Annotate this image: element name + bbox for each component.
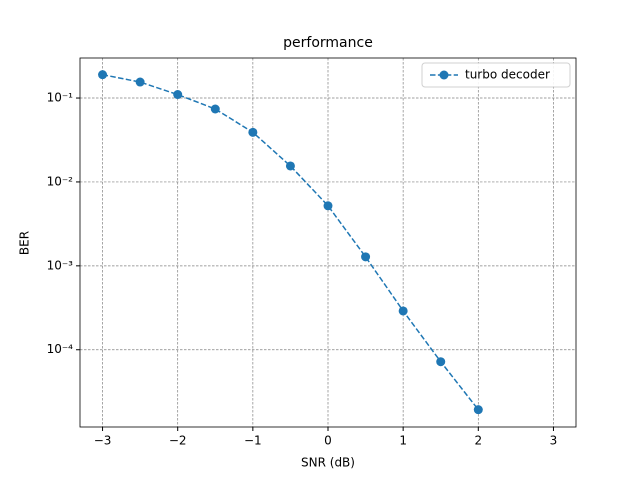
- data-point: [173, 90, 183, 100]
- data-point: [361, 252, 371, 262]
- x-tick-label: 3: [550, 434, 558, 448]
- data-point: [323, 201, 333, 211]
- legend-label: turbo decoder: [465, 68, 550, 82]
- x-tick-label: −3: [94, 434, 112, 448]
- legend-box: [421, 62, 571, 88]
- x-tick-label: 2: [474, 434, 482, 448]
- data-point: [436, 357, 446, 367]
- y-tick-label: 10⁻²: [47, 174, 74, 188]
- data-point: [210, 104, 220, 114]
- y-tick-label: 10⁻⁴: [47, 342, 74, 356]
- x-tick-label: 0: [324, 434, 332, 448]
- data-point: [473, 405, 483, 415]
- x-axis-label: SNR (dB): [301, 456, 355, 470]
- data-point: [98, 70, 108, 80]
- plot-frame: [79, 57, 577, 428]
- x-tick-label: −1: [244, 434, 262, 448]
- x-tick-label: −2: [169, 434, 187, 448]
- data-point: [135, 77, 145, 87]
- chart-title: performance: [283, 35, 373, 51]
- legend-marker: [439, 70, 449, 80]
- y-tick-label: 10⁻¹: [47, 91, 74, 105]
- data-point: [398, 306, 408, 316]
- data-point: [248, 127, 258, 137]
- y-tick-label: 10⁻³: [47, 258, 74, 272]
- y-axis-label: BER: [18, 231, 32, 255]
- data-point: [285, 161, 295, 171]
- data-line: [102, 73, 479, 411]
- x-tick-label: 1: [399, 434, 407, 448]
